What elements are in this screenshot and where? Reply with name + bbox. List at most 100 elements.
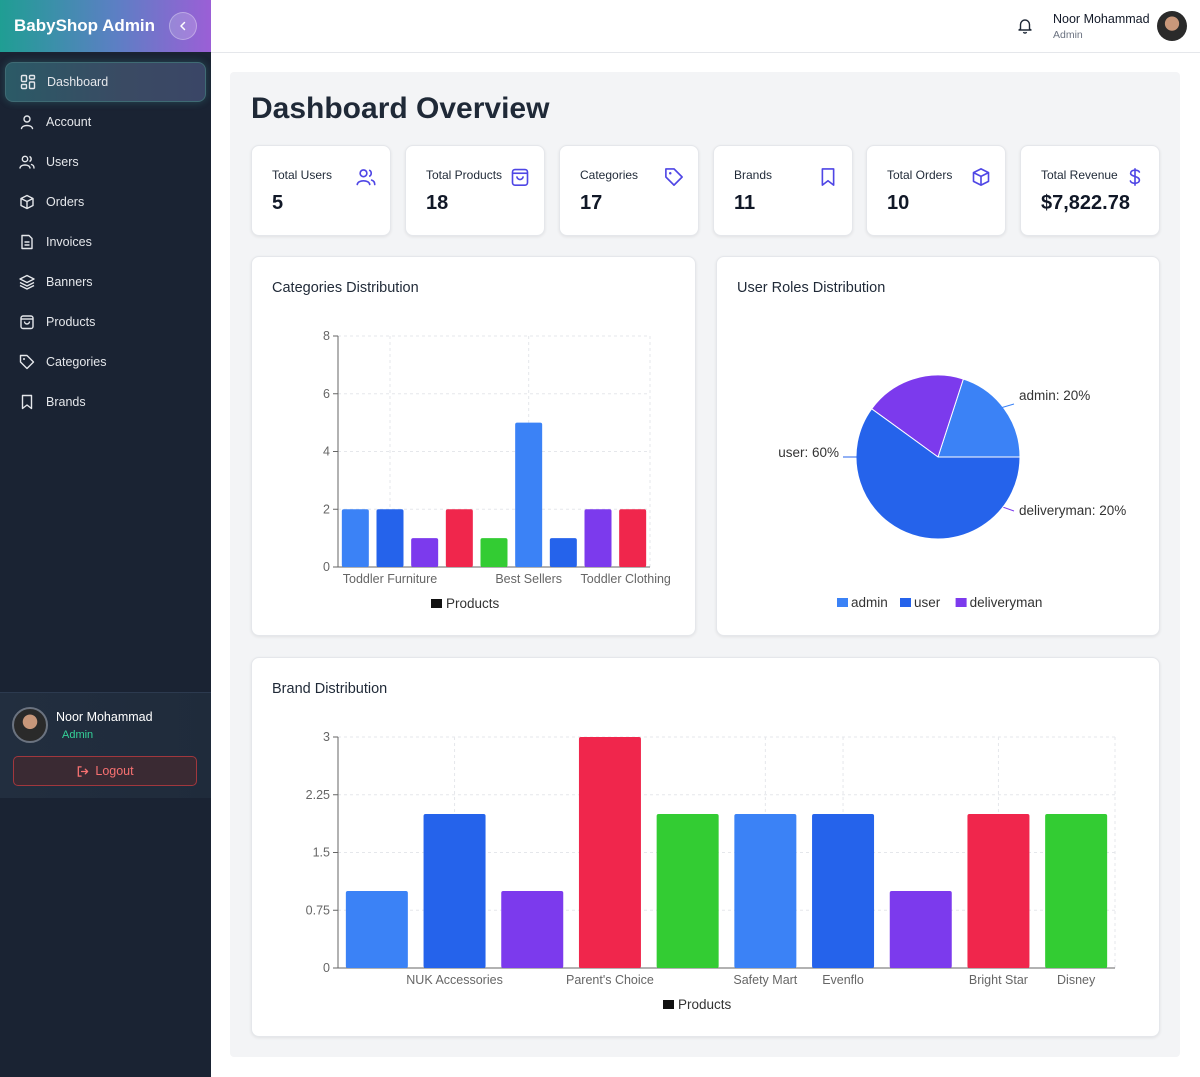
pie-slice — [870, 374, 964, 458]
y-tick-label: 0.75 — [306, 903, 330, 917]
avatar — [12, 707, 48, 743]
legend-swatch — [663, 1000, 674, 1009]
shopping-bag-icon — [18, 313, 36, 331]
bar — [734, 814, 797, 968]
tag-icon — [664, 167, 684, 192]
stat-label: Total Revenue — [1041, 168, 1118, 182]
sidebar-item-banners[interactable]: Banners — [5, 262, 206, 302]
stat-label: Total Products — [426, 168, 503, 182]
bar — [515, 422, 543, 567]
topbar-user-role: Admin — [1053, 29, 1083, 41]
sidebar-item-account[interactable]: Account — [5, 102, 206, 142]
package-icon — [18, 193, 36, 211]
chart-title: Categories Distribution — [272, 280, 419, 296]
x-tick-label: Best Sellers — [495, 572, 562, 586]
stat-value: 11 — [734, 192, 756, 214]
bar — [812, 814, 875, 968]
stat-value: $7,822.78 — [1041, 192, 1130, 214]
pie-slice-label: user: 60% — [778, 445, 839, 460]
sidebar-item-brands[interactable]: Brands — [5, 382, 206, 422]
topbar-user[interactable]: Noor Mohammad Admin — [1053, 12, 1150, 41]
user-roles-pie-chart: admin: 20% deliveryman: 20% user: 60% admin… — [778, 374, 1126, 610]
sidebar-item-label: Products — [46, 315, 96, 329]
x-tick-label: Parent's Choice — [566, 973, 654, 987]
bar — [345, 891, 408, 968]
legend-label: user — [914, 595, 941, 610]
bar — [480, 538, 508, 567]
pie-label-line — [996, 403, 1015, 410]
legend-swatch — [431, 599, 442, 608]
legend-swatch — [837, 598, 848, 607]
sidebar-item-products[interactable]: Products — [5, 302, 206, 342]
stat-card-revenue: Total Revenue $7,822.78 — [1020, 145, 1160, 236]
bookmark-icon — [18, 393, 36, 411]
sidebar-item-label: Banners — [46, 275, 93, 289]
y-tick-label: 0 — [323, 961, 330, 975]
y-tick-label: 2 — [323, 502, 330, 516]
sidebar-item-categories[interactable]: Categories — [5, 342, 206, 382]
bar — [584, 509, 612, 567]
x-tick-label: Disney — [1057, 973, 1096, 987]
stat-label: Brands — [734, 168, 773, 182]
stat-card-categories: Categories 17 — [559, 145, 699, 236]
x-tick-label: Toddler Furniture — [343, 572, 438, 586]
file-icon — [18, 233, 36, 251]
sidebar-item-label: Brands — [46, 395, 86, 409]
sidebar: BabyShop Admin Dashboard Account Users — [0, 0, 211, 1077]
stat-card-brands: Brands 11 — [713, 145, 853, 236]
app-title: BabyShop Admin — [14, 16, 156, 35]
bar — [376, 509, 404, 567]
bar — [578, 737, 641, 968]
stat-label: Categories — [580, 168, 639, 182]
bell-icon — [1018, 19, 1032, 34]
layers-icon — [18, 273, 36, 291]
sidebar-user: Noor Mohammad Admin — [0, 693, 211, 743]
bar — [889, 891, 952, 968]
avatar[interactable] — [1157, 11, 1187, 41]
categories-bar-chart: 0 2 4 6 8 Toddler Furniture Best Sellers Toddle… — [323, 329, 671, 611]
bar — [341, 509, 369, 567]
stat-label: Total Orders — [887, 168, 953, 182]
sidebar-footer: Noor Mohammad Admin Logout — [0, 692, 211, 798]
sidebar-header: BabyShop Admin — [0, 0, 211, 52]
stat-label: Total Users — [272, 168, 333, 182]
notifications-button[interactable] — [1017, 17, 1033, 39]
package-icon — [971, 167, 991, 192]
y-tick-label: 1.5 — [313, 846, 330, 860]
sidebar-item-label: Orders — [46, 195, 85, 209]
stat-value: 18 — [426, 192, 449, 214]
sidebar-item-users[interactable]: Users — [5, 142, 206, 182]
legend-label: admin — [851, 595, 888, 610]
y-tick-label: 8 — [323, 329, 330, 343]
x-tick-label: Safety Mart — [733, 973, 797, 987]
sidebar-item-dashboard[interactable]: Dashboard — [5, 62, 206, 102]
sidebar-item-label: Categories — [46, 355, 107, 369]
sidebar-item-label: Users — [46, 155, 79, 169]
y-tick-label: 2.25 — [306, 788, 330, 802]
bar — [656, 814, 719, 968]
chart-title: User Roles Distribution — [737, 280, 886, 296]
user-icon — [18, 113, 36, 131]
y-tick-label: 0 — [323, 560, 330, 574]
logout-button[interactable]: Logout — [13, 756, 197, 786]
pie-slice — [855, 408, 1021, 540]
chart-title: Brand Distribution — [272, 681, 388, 697]
user-roles-chart-card: User Roles Distribution admin: 20% delive… — [716, 256, 1160, 636]
chart-legend: Products — [663, 997, 732, 1012]
pie-slice — [937, 378, 1021, 458]
bookmark-icon — [818, 167, 838, 192]
topbar: Noor Mohammad Admin — [211, 0, 1200, 53]
collapse-sidebar-button[interactable] — [169, 12, 197, 40]
sidebar-item-invoices[interactable]: Invoices — [5, 222, 206, 262]
y-tick-label: 6 — [323, 387, 330, 401]
x-tick-label: Evenflo — [822, 973, 864, 987]
legend-label: Products — [678, 997, 732, 1012]
legend-swatch — [955, 598, 967, 607]
dashboard-icon — [19, 73, 37, 91]
topbar-user-name: Noor Mohammad — [1053, 12, 1150, 26]
pie-slice-label: deliveryman: 20% — [1019, 503, 1126, 518]
sidebar-item-orders[interactable]: Orders — [5, 182, 206, 222]
logout-label: Logout — [95, 764, 134, 778]
bar — [501, 891, 564, 968]
sidebar-item-label: Dashboard — [47, 75, 109, 89]
